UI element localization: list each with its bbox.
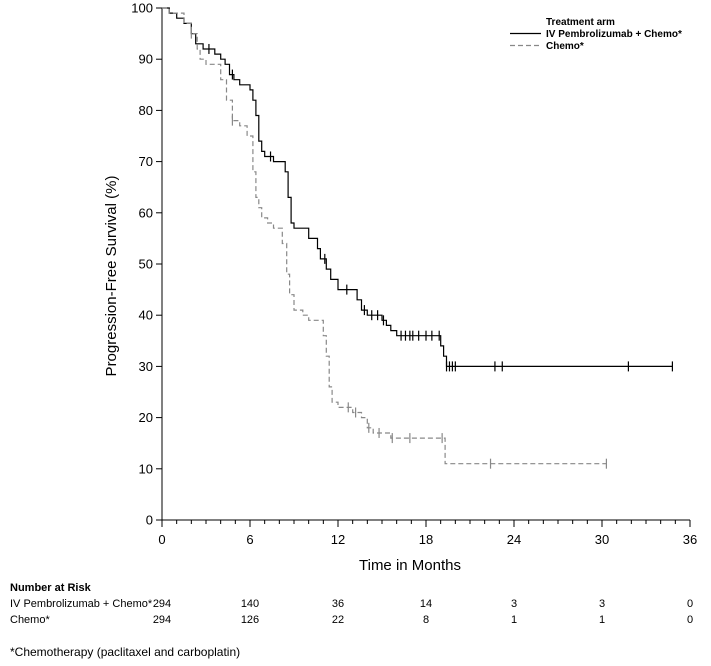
- chart-axes: 0 10 20 30 40 50 60 70 80 90 100 0 6 12 18 24 30 36 Time i…: [103, 1, 697, 575]
- km-chart: 0 10 20 30 40 50 60 70 80 90 100 0 6 12 18 24 30 36 Time i…: [103, 1, 697, 575]
- y-tick-label: 80: [139, 103, 153, 118]
- legend-title: Treatment arm: [546, 17, 615, 28]
- x-tick-label: 18: [419, 532, 433, 547]
- x-axis-title: Time in Months: [359, 557, 461, 574]
- x-tick-label: 12: [331, 532, 345, 547]
- y-tick-label: 40: [139, 308, 153, 323]
- series-curve-chemo: [162, 7, 607, 465]
- risk-value-pembro: 0: [686, 598, 694, 610]
- survival-curves: [162, 7, 674, 469]
- y-tick-label: 20: [139, 410, 153, 425]
- risk-value-chemo: 126: [240, 614, 260, 626]
- y-tick-label: 90: [139, 52, 153, 67]
- x-tick-label: 30: [595, 532, 609, 547]
- legend-label-chemo: Chemo*: [546, 41, 584, 52]
- risk-value-chemo: 294: [152, 614, 172, 626]
- risk-value-chemo: 0: [686, 614, 694, 626]
- risk-value-pembro: 140: [240, 598, 260, 610]
- risk-row-label-chemo: Chemo*: [10, 614, 50, 626]
- x-tick-label: 6: [246, 532, 253, 547]
- y-tick-label: 30: [139, 359, 153, 374]
- risk-value-chemo: 1: [598, 614, 606, 626]
- footnote: *Chemotherapy (paclitaxel and carboplati…: [10, 645, 241, 659]
- risk-value-chemo: 8: [422, 614, 430, 626]
- x-tick-label: 0: [158, 532, 165, 547]
- legend-label-pembro-chemo: IV Pembrolizumab + Chemo*: [546, 29, 682, 40]
- risk-row-label-pembro: IV Pembrolizumab + Chemo*: [10, 598, 153, 610]
- risk-value-pembro: 3: [598, 598, 606, 610]
- y-tick-label: 60: [139, 205, 153, 220]
- series-curve-pembro-chemo: [162, 7, 673, 367]
- risk-value-pembro: 294: [152, 598, 172, 610]
- x-tick-label: 36: [683, 532, 697, 547]
- y-tick-label: 50: [139, 257, 153, 272]
- risk-value-pembro: 36: [331, 598, 345, 610]
- risk-value-pembro: 3: [510, 598, 518, 610]
- risk-value-chemo: 22: [331, 614, 345, 626]
- risk-value-chemo: 1: [510, 614, 518, 626]
- risk-table-title: Number at Risk: [10, 582, 91, 594]
- y-tick-label: 10: [139, 461, 153, 476]
- y-tick-label: 100: [131, 1, 153, 16]
- y-axis-title: Progression-Free Survival (%): [103, 176, 120, 377]
- risk-value-pembro: 14: [419, 598, 433, 610]
- y-tick-label: 70: [139, 154, 153, 169]
- y-tick-label: 0: [146, 513, 153, 528]
- x-tick-label: 24: [507, 532, 521, 547]
